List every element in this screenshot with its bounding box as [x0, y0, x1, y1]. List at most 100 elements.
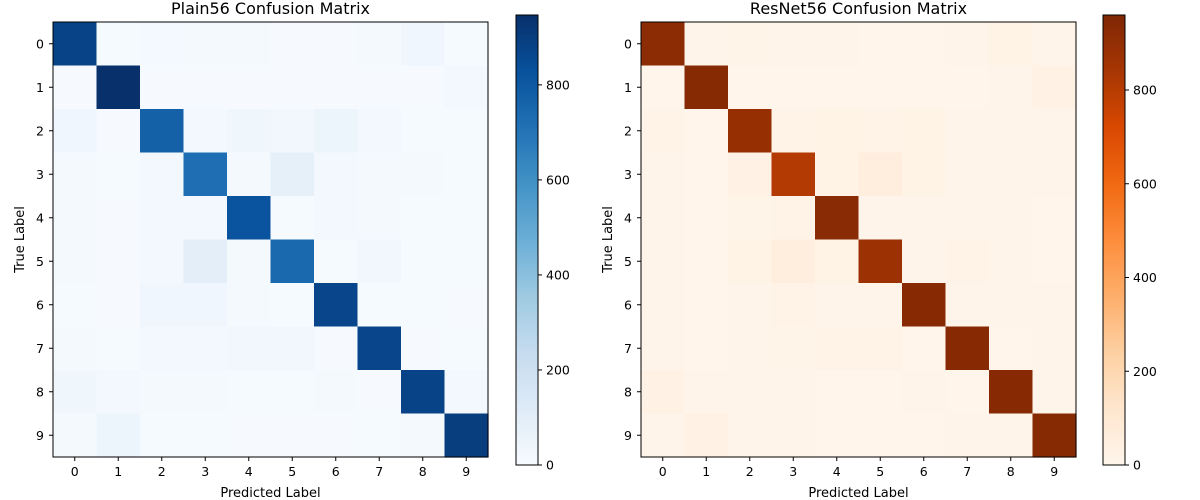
heatmap-cell: [227, 283, 272, 328]
heatmap-cell: [1032, 109, 1077, 154]
heatmap-cell: [53, 370, 98, 415]
y-tick-label: 1: [624, 80, 632, 95]
heatmap-cell: [641, 239, 686, 284]
heatmap-cell: [53, 239, 98, 284]
heatmap-cell: [401, 152, 446, 197]
heatmap-cell: [641, 196, 686, 241]
heatmap-cell: [989, 196, 1034, 241]
heatmap-cell: [945, 22, 990, 67]
heatmap-cell: [314, 370, 359, 415]
heatmap-cell: [96, 413, 141, 458]
heatmap-cell: [728, 326, 773, 371]
heatmap-cell: [444, 326, 489, 371]
heatmap-cell: [902, 326, 947, 371]
heatmap-cells: [641, 22, 1077, 458]
heatmap-cell: [401, 326, 446, 371]
heatmap-cell: [815, 370, 860, 415]
heatmap-cell: [183, 22, 228, 67]
heatmap-cell: [945, 109, 990, 154]
heatmap-cell: [771, 413, 816, 458]
heatmap-cell: [945, 413, 990, 458]
x-tick-label: 1: [114, 464, 122, 479]
x-tick-label: 1: [702, 464, 710, 479]
heatmap-cell: [140, 326, 185, 371]
colorbar-tick-label: 0: [1133, 458, 1141, 473]
heatmap-cell: [314, 283, 359, 328]
x-tick-label: 6: [332, 464, 340, 479]
y-tick-label: 4: [36, 210, 44, 225]
heatmap-cell: [444, 196, 489, 241]
heatmap-cell: [641, 109, 686, 154]
x-tick-label: 5: [288, 464, 296, 479]
heatmap-cell: [444, 413, 489, 458]
heatmap-cell: [902, 239, 947, 284]
heatmap-cell: [270, 239, 315, 284]
x-tick-label: 2: [158, 464, 166, 479]
heatmap-cell: [815, 152, 860, 197]
heatmap-cell: [183, 326, 228, 371]
heatmap-cell: [945, 283, 990, 328]
x-tick-label: 0: [71, 464, 79, 479]
x-axis-label: Predicted Label: [220, 486, 320, 500]
colorbar: [515, 14, 539, 466]
heatmap-cell: [945, 326, 990, 371]
heatmap-cell: [684, 152, 729, 197]
heatmap-cell: [902, 196, 947, 241]
heatmap-cell: [357, 370, 402, 415]
heatmap-cell: [401, 370, 446, 415]
y-tick-label: 6: [624, 297, 632, 312]
heatmap-cell: [183, 109, 228, 154]
heatmap-cell: [357, 239, 402, 284]
heatmap-cell: [270, 283, 315, 328]
colorbar-tick-label: 400: [1133, 270, 1157, 285]
colorbar-tick-label: 800: [546, 77, 570, 92]
heatmap-cell: [227, 22, 272, 67]
heatmap-cell: [641, 65, 686, 110]
heatmap-cell: [183, 196, 228, 241]
heatmap-cell: [1032, 22, 1077, 67]
heatmap-cell: [444, 370, 489, 415]
heatmap-cell: [183, 65, 228, 110]
y-tick-label: 4: [624, 210, 632, 225]
heatmap-cell: [728, 370, 773, 415]
heatmap-cell: [641, 283, 686, 328]
heatmap-cell: [401, 239, 446, 284]
heatmap-cell: [771, 109, 816, 154]
heatmap-cell: [902, 152, 947, 197]
plot-frame: [52, 21, 489, 458]
heatmap-cell: [684, 65, 729, 110]
x-tick-label: 4: [245, 464, 253, 479]
chart-title: ResNet56 Confusion Matrix: [750, 0, 967, 18]
heatmap-cell: [902, 65, 947, 110]
colorbar-tick-label: 200: [546, 362, 570, 377]
heatmap-cell: [53, 413, 98, 458]
heatmap-cell: [183, 283, 228, 328]
heatmap-cell: [684, 22, 729, 67]
heatmap-cell: [270, 196, 315, 241]
heatmap-cell: [357, 283, 402, 328]
confusion-matrix-panel-1: ResNet56 Confusion Matrix 0 0 1 1 2 2 3 3 4 4 5 5 6 6 7…: [601, 0, 1157, 500]
x-tick-label: 3: [789, 464, 797, 479]
heatmap-cell: [728, 152, 773, 197]
x-tick-label: 6: [920, 464, 928, 479]
y-tick-label: 2: [624, 123, 632, 138]
heatmap-cell: [314, 22, 359, 67]
heatmap-cell: [357, 152, 402, 197]
heatmap-cell: [53, 326, 98, 371]
heatmap-cell: [728, 65, 773, 110]
heatmap-cell: [728, 239, 773, 284]
x-tick-label: 7: [963, 464, 971, 479]
heatmap-cell: [401, 413, 446, 458]
chart-title: Plain56 Confusion Matrix: [171, 0, 370, 18]
heatmap-cell: [227, 196, 272, 241]
heatmap-cell: [357, 109, 402, 154]
heatmap-cell: [858, 152, 903, 197]
heatmap-cell: [53, 196, 98, 241]
heatmap-cell: [1032, 239, 1077, 284]
heatmap-cell: [728, 109, 773, 154]
heatmap-cell: [96, 370, 141, 415]
heatmap-cell: [140, 283, 185, 328]
x-tick-label: 8: [419, 464, 427, 479]
heatmap-cell: [684, 109, 729, 154]
heatmap-cell: [989, 239, 1034, 284]
